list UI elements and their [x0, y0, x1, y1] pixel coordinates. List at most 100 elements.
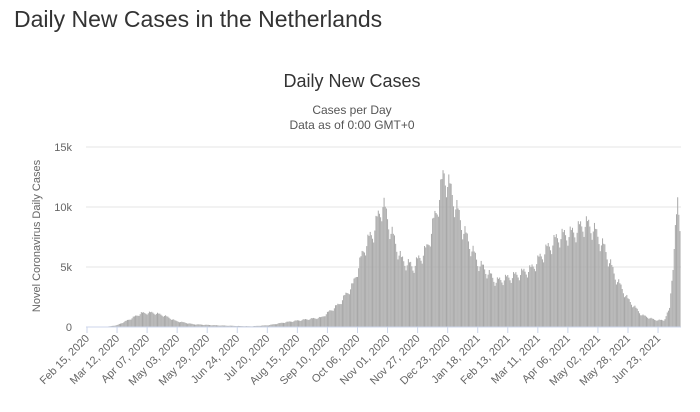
- bar: [528, 272, 530, 327]
- bar: [391, 226, 393, 327]
- bar: [389, 239, 391, 327]
- bar: [126, 319, 128, 327]
- bar: [566, 240, 568, 327]
- bar: [315, 318, 317, 327]
- bar: [415, 257, 417, 327]
- bar: [153, 313, 155, 327]
- bar: [279, 323, 281, 327]
- bar: [113, 325, 115, 327]
- bar: [640, 315, 642, 327]
- bar: [115, 325, 117, 327]
- bar: [508, 277, 510, 327]
- bar: [147, 313, 149, 327]
- bar: [175, 320, 177, 327]
- bar: [116, 325, 118, 327]
- bar: [465, 232, 467, 327]
- bar: [114, 325, 116, 327]
- bar: [196, 324, 198, 327]
- bar: [492, 277, 494, 327]
- bar: [145, 313, 147, 327]
- bar: [519, 275, 521, 327]
- bar: [392, 233, 394, 327]
- bar: [671, 280, 673, 327]
- bar: [310, 318, 312, 327]
- bar: [276, 324, 278, 327]
- bar: [306, 319, 308, 327]
- bar: [494, 285, 496, 327]
- bar: [295, 320, 297, 327]
- bar: [212, 325, 214, 327]
- bar-series: [88, 170, 681, 327]
- bar: [516, 274, 518, 327]
- bar: [365, 255, 367, 327]
- bar: [672, 269, 674, 327]
- bar: [377, 210, 379, 327]
- bar: [154, 314, 156, 327]
- bar: [383, 197, 385, 327]
- bar: [626, 294, 628, 327]
- bar: [194, 324, 195, 327]
- bar: [361, 250, 363, 327]
- bar: [649, 318, 651, 327]
- bar: [457, 208, 459, 327]
- bar: [215, 325, 217, 327]
- bar: [345, 292, 347, 327]
- bar: [285, 322, 287, 327]
- bar: [400, 257, 402, 327]
- bar: [565, 235, 567, 327]
- bar: [648, 318, 650, 327]
- bar: [205, 324, 207, 327]
- bar: [410, 261, 412, 327]
- bar: [124, 320, 126, 327]
- bar: [622, 293, 624, 327]
- bar: [229, 325, 231, 327]
- bar: [269, 325, 271, 327]
- bar: [593, 222, 595, 327]
- bar: [467, 241, 469, 327]
- bar: [144, 313, 146, 327]
- bar: [478, 271, 480, 327]
- bar: [300, 320, 302, 327]
- bar: [336, 305, 338, 327]
- bar: [328, 311, 330, 327]
- bar: [256, 325, 258, 327]
- bar: [662, 320, 664, 327]
- bar: [219, 325, 221, 327]
- bar: [165, 315, 167, 327]
- bar: [271, 324, 273, 327]
- bar: [510, 282, 512, 327]
- bar: [161, 315, 163, 327]
- bar: [567, 245, 569, 327]
- bar: [652, 318, 654, 327]
- bar: [311, 318, 313, 327]
- bar: [209, 325, 211, 327]
- bar: [267, 325, 269, 327]
- bar: [313, 317, 315, 327]
- bar: [506, 276, 508, 327]
- bar: [330, 310, 332, 327]
- bar: [192, 324, 194, 327]
- bar: [140, 312, 142, 327]
- bar: [399, 250, 401, 327]
- bar: [206, 324, 208, 327]
- bar: [258, 325, 260, 327]
- bar: [338, 304, 340, 327]
- bar: [301, 320, 303, 327]
- bar: [476, 259, 478, 327]
- bar: [440, 179, 442, 327]
- bar: [321, 316, 323, 327]
- bar: [390, 233, 392, 327]
- bar: [234, 325, 236, 327]
- bar: [421, 263, 423, 327]
- bar: [366, 246, 368, 327]
- bar: [669, 307, 671, 327]
- bar: [558, 242, 560, 327]
- bar: [484, 269, 486, 327]
- bar: [397, 259, 399, 327]
- bar: [451, 195, 453, 327]
- bar: [211, 325, 213, 327]
- bar: [266, 325, 268, 327]
- bar: [480, 260, 482, 327]
- bar: [303, 319, 305, 327]
